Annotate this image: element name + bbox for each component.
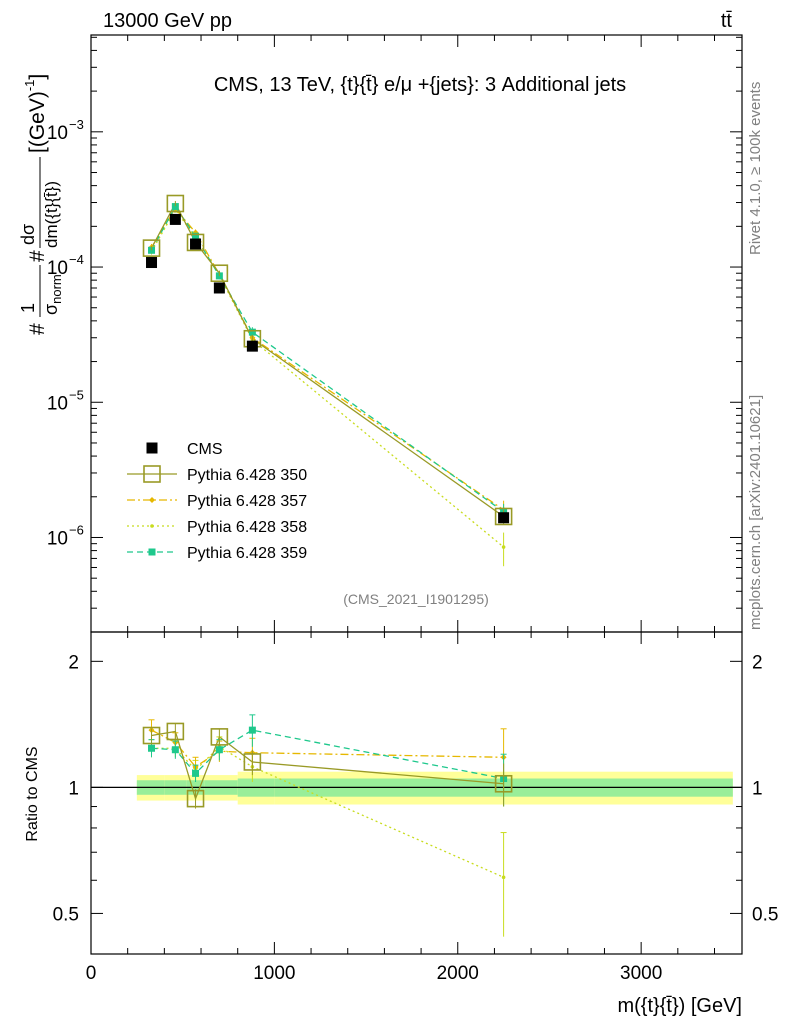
series-350-ratio-point: [494, 774, 513, 793]
svg-text:σnorm: σnorm: [41, 274, 64, 315]
svg-text:1: 1: [18, 303, 38, 313]
cms-data-point: [213, 282, 225, 294]
ratio-y-label: Ratio to CMS: [24, 746, 41, 841]
series-350-point: [166, 194, 185, 213]
y-tick-label-exponent: −5: [69, 387, 84, 402]
x-tick-label: 3000: [620, 963, 662, 984]
series-357-ratio-line: [151, 729, 504, 768]
legend-series-359-marker: [148, 548, 156, 556]
series-359-ratio-point: [215, 746, 223, 754]
series-358-ratio-line: [151, 745, 504, 878]
series-350-point: [142, 239, 161, 257]
ratio-y-tick-label-left: 2: [68, 652, 79, 673]
series-350-ratio-point: [166, 722, 185, 741]
x-tick-label: 2000: [437, 963, 479, 984]
series-359-point: [171, 203, 179, 211]
series-350-ratio-point: [142, 726, 161, 745]
x-tick-label: 1000: [253, 963, 295, 984]
svg-text:[(GeV)-1]: [(GeV)-1]: [22, 74, 49, 153]
legend-series-350-label: Pythia 6.428 350: [187, 467, 307, 484]
series-350-point: [210, 264, 229, 283]
legend-cms-marker: [146, 442, 158, 454]
legend-cms-label: CMS: [187, 441, 223, 458]
series-359-ratio-line: [151, 729, 504, 780]
series-359-ratio-point: [171, 746, 179, 754]
series-358-ratio-point: [501, 875, 506, 880]
legend-series-358-marker: [150, 524, 154, 528]
analysis-id: (CMS_2021_I1901295): [343, 591, 489, 607]
x-axis-label: m({t}{t̄}) [GeV]: [617, 995, 742, 1017]
energy-label: 13000 GeV pp: [103, 10, 232, 32]
series-359-ratio-point: [248, 726, 256, 734]
y-tick-label: 10: [47, 393, 68, 414]
series-359-point: [248, 328, 256, 336]
series-359-ratio-point: [148, 744, 156, 752]
legend-series-359-label: Pythia 6.428 359: [187, 545, 307, 562]
legend-series-350-marker: [143, 465, 161, 483]
cms-data-point: [190, 238, 202, 250]
svg-text:dm({t}{t̄}): dm({t}{t̄}): [42, 181, 61, 248]
ratio-y-tick-label-left: 0.5: [53, 904, 79, 925]
mcplots-label: mcplots.cern.ch [arXiv:2401.10621]: [747, 395, 764, 630]
series-359-ratio-point: [192, 769, 200, 777]
y-tick-label: 10: [47, 528, 68, 549]
x-tick-label: 0: [86, 963, 97, 984]
y-tick-label-exponent: −4: [69, 252, 84, 267]
series-350-point: [494, 507, 513, 526]
series-359-point: [192, 232, 200, 240]
legend-series-358-label: Pythia 6.428 358: [187, 519, 307, 536]
series-359-line: [150, 205, 504, 513]
series-350-ratio-point: [243, 753, 262, 771]
svg-text:#: #: [26, 323, 49, 335]
series-350-ratio-point: [186, 789, 205, 808]
main-panel-frame: [90, 34, 743, 633]
rivet-label: Rivet 4.1.0, ≥ 100k events: [747, 82, 764, 255]
chart-title: CMS, 13 TeV, {t}{t̄} e/μ +{jets}: 3 Addi…: [214, 74, 626, 96]
series-350-ratio-line: [151, 730, 504, 801]
ratio-y-tick-label-right: 2: [752, 652, 763, 673]
y-tick-label-exponent: −6: [69, 522, 84, 537]
legend-series-357-marker: [149, 497, 155, 503]
y-tick-label-exponent: −3: [69, 117, 84, 132]
legend-series-357-label: Pythia 6.428 357: [187, 493, 307, 510]
series-358-point: [501, 545, 506, 549]
cms-data-point: [146, 257, 158, 269]
cms-data-point: [246, 340, 258, 352]
ratio-y-tick-label-right: 0.5: [752, 904, 778, 925]
y-tick-label: 10: [47, 258, 68, 279]
ratio-y-tick-label-right: 1: [752, 778, 763, 799]
cms-data-point: [169, 213, 181, 225]
ratio-y-tick-label-left: 1: [68, 778, 79, 799]
svg-text:dσ: dσ: [18, 224, 38, 245]
cms-data-point: [498, 512, 510, 524]
svg-text:#: #: [26, 250, 49, 262]
main-y-label: # 1 σnorm # dσ dm({t}{t̄}) [(GeV)-1]: [18, 74, 64, 335]
y-tick-label: 10: [47, 123, 68, 144]
ratio-panel-frame: [90, 631, 743, 955]
series-350-ratio-point: [210, 728, 229, 746]
series-350-point: [186, 233, 205, 252]
process-label: tt̄: [721, 10, 733, 32]
